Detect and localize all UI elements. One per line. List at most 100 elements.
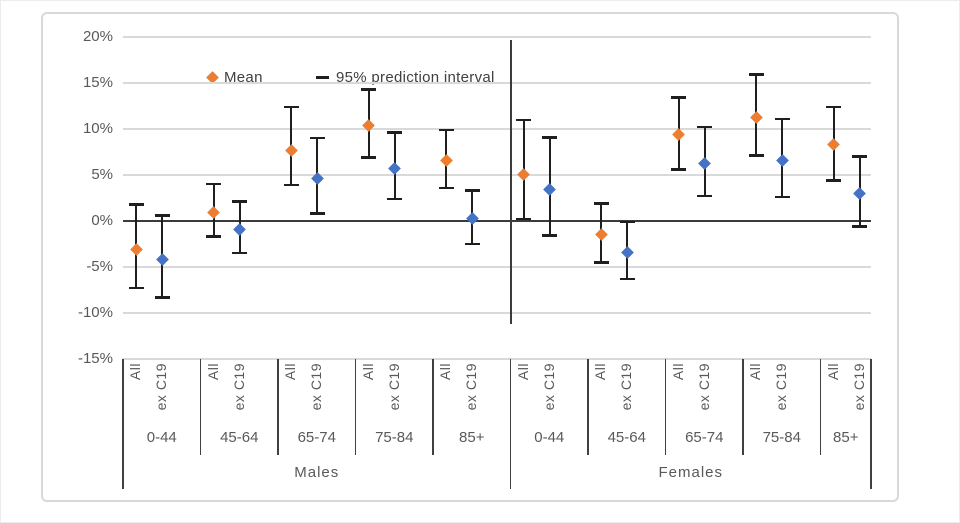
x-series-label: All	[282, 363, 298, 381]
x-age-band-label: 0-44	[146, 429, 177, 446]
x-series-label: All	[747, 363, 763, 381]
error-bar-cap-top	[671, 96, 686, 99]
y-axis-tick-label: 0%	[91, 212, 113, 229]
x-series-label: All	[669, 363, 686, 381]
x-series-label: All	[127, 363, 143, 381]
error-bar-cap-bottom	[671, 168, 686, 171]
error-bar-cap-bottom	[748, 154, 764, 157]
y-axis-tick-label: -10%	[77, 304, 113, 321]
x-series-label: ex C19	[230, 363, 247, 411]
error-bar-cap-top	[826, 105, 841, 109]
error-bar-cap-top	[593, 202, 609, 205]
axis-cluster-separator-line	[432, 359, 434, 455]
error-bar-cap-top	[232, 200, 247, 203]
axis-cluster-separator-line	[277, 359, 279, 455]
error-bar-cap-top	[387, 131, 402, 134]
x-series-label: All	[514, 363, 531, 381]
axis-cluster-separator-line	[664, 359, 667, 455]
x-age-band-label: 85+	[833, 429, 859, 446]
y-gridline	[123, 128, 871, 130]
error-bar-cap-top	[361, 88, 376, 91]
y-axis-tick-label: 20%	[82, 28, 113, 45]
group-divider-line	[509, 40, 512, 324]
x-series-label: ex C19	[463, 363, 479, 411]
error-bar-cap-bottom	[852, 225, 867, 228]
error-bar-cap-bottom	[438, 186, 454, 190]
error-bar-cap-bottom	[361, 156, 376, 159]
error-bar-cap-top	[154, 214, 170, 217]
error-bar-cap-top	[464, 189, 480, 192]
error-bar-cap-top	[748, 73, 764, 76]
error-bar-cap-top	[697, 125, 712, 129]
error-bar-cap-bottom	[154, 296, 170, 299]
x-age-band-label: 45-64	[607, 429, 646, 446]
error-bar-cap-bottom	[697, 194, 712, 198]
error-bar-cap-bottom	[619, 277, 635, 281]
legend-interval-dash-icon	[316, 75, 329, 79]
y-axis-tick-label: 15%	[82, 74, 113, 91]
axis-group-boundary-line	[509, 359, 512, 489]
error-bar-cap-top	[438, 128, 454, 132]
x-age-band-label: 75-84	[762, 429, 801, 446]
y-axis-tick-label: -15%	[77, 350, 113, 367]
error-bar-cap-bottom	[283, 183, 299, 187]
axis-cluster-separator-line	[354, 359, 357, 455]
error-bar-cap-bottom	[128, 286, 144, 290]
error-bar-cap-top	[852, 155, 867, 158]
x-series-label: All	[437, 363, 453, 381]
chart-legend: Mean 95% prediction interval	[43, 66, 901, 88]
y-gridline	[123, 358, 871, 360]
x-age-band-label: 75-84	[375, 429, 414, 446]
error-bar-cap-bottom	[309, 212, 325, 215]
x-series-label: All	[359, 363, 376, 381]
x-series-label: All	[204, 363, 221, 381]
x-series-label: ex C19	[850, 363, 867, 411]
x-age-band-label: 65-74	[685, 429, 724, 446]
error-bar-cap-top	[309, 136, 325, 140]
error-bar-cap-top	[619, 220, 635, 224]
y-gridline	[123, 174, 871, 176]
legend-item-interval: 95% prediction interval	[316, 66, 495, 88]
error-bar-cap-bottom	[516, 217, 531, 221]
x-series-label: ex C19	[153, 363, 169, 411]
error-bar-cap-top	[206, 182, 221, 186]
x-series-label: ex C19	[773, 363, 789, 411]
axis-cluster-separator-line	[587, 359, 589, 455]
y-axis-tick-label: 5%	[91, 166, 113, 183]
x-group-label-males: Males	[294, 464, 340, 481]
y-axis-tick-label: 10%	[82, 120, 113, 137]
axis-group-boundary-line	[870, 359, 872, 489]
y-axis-tick-label: -5%	[86, 258, 113, 275]
x-series-label: ex C19	[618, 363, 634, 411]
axis-cluster-separator-line	[742, 359, 744, 455]
legend-item-mean: Mean	[206, 66, 263, 88]
x-series-label: ex C19	[540, 363, 557, 411]
y-gridline	[123, 36, 871, 38]
x-age-band-label: 45-64	[220, 429, 259, 446]
error-bar-cap-bottom	[232, 251, 247, 255]
x-age-band-label: 85+	[459, 429, 485, 446]
x-age-band-label: 65-74	[297, 429, 336, 446]
error-bar-cap-bottom	[206, 235, 221, 238]
x-series-label: ex C19	[385, 363, 402, 411]
error-bar-cap-top	[542, 135, 557, 139]
error-bar-cap-bottom	[464, 242, 480, 246]
error-bar-cap-bottom	[774, 195, 790, 199]
error-bar-cap-top	[128, 203, 144, 206]
x-age-band-label: 0-44	[534, 429, 565, 446]
x-series-label: All	[592, 363, 608, 381]
error-bar-cap-top	[774, 117, 790, 121]
legend-label: 95% prediction interval	[336, 68, 495, 86]
error-bar-cap-bottom	[387, 197, 402, 201]
zero-axis-line	[123, 220, 871, 222]
x-series-label: All	[824, 363, 841, 381]
axis-cluster-separator-line	[199, 359, 202, 455]
axis-group-boundary-line	[122, 359, 124, 489]
error-bar-cap-bottom	[826, 179, 841, 182]
y-gridline	[123, 312, 871, 314]
legend-label: Mean	[224, 68, 263, 86]
x-series-label: ex C19	[308, 363, 324, 411]
error-bar-cap-top	[283, 105, 299, 109]
error-bar-cap-bottom	[542, 234, 557, 237]
